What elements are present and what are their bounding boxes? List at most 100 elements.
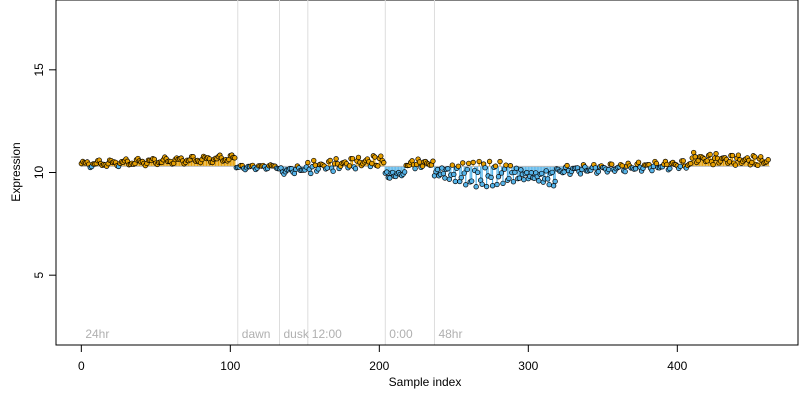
data-point [416, 159, 423, 165]
data-point [518, 167, 524, 173]
data-point [387, 175, 393, 181]
data-point [375, 163, 381, 169]
data-point [688, 160, 694, 167]
data-point [445, 166, 451, 172]
data-point [513, 165, 520, 171]
data-point [609, 161, 615, 167]
y-axis-label: Expression [9, 142, 23, 201]
data-point [507, 163, 514, 169]
data-point [521, 176, 527, 183]
data-point [564, 162, 570, 169]
y-axis: 5 10 15 [32, 63, 57, 279]
data-point [439, 165, 445, 171]
data-point [619, 163, 625, 169]
data-point [707, 151, 713, 158]
data-point [506, 175, 512, 182]
data-point [327, 157, 333, 164]
data-point [479, 181, 485, 187]
x-tick-label: 300 [518, 359, 538, 373]
data-point [632, 166, 639, 172]
data-point [550, 183, 557, 189]
data-point [475, 169, 481, 176]
data-point [384, 169, 390, 175]
data-point [473, 184, 479, 190]
data-point [402, 169, 408, 175]
x-tick-label: 0 [78, 359, 85, 373]
data-point [476, 158, 482, 165]
annotation-label: 0:00 [389, 327, 413, 341]
data-point [458, 174, 464, 181]
data-point [470, 159, 476, 166]
data-point [545, 176, 551, 182]
data-point [483, 183, 490, 190]
data-point [752, 154, 758, 160]
data-point [765, 157, 771, 163]
data-point [500, 180, 506, 187]
data-point [713, 151, 719, 157]
data-point [635, 159, 642, 165]
data-point [466, 160, 472, 167]
y-tick-label: 15 [32, 63, 46, 77]
data-point [489, 183, 496, 189]
data-point [232, 155, 238, 161]
data-point [755, 162, 761, 169]
data-point [378, 153, 384, 159]
data-point [419, 163, 426, 169]
y-tick-label: 10 [32, 166, 46, 180]
data-point [516, 175, 523, 181]
y-tick-label: 5 [32, 272, 46, 279]
data-point [372, 154, 378, 160]
data-point [492, 163, 499, 169]
annotation-label: dusk [283, 327, 309, 341]
data-point [606, 166, 612, 173]
data-point [497, 158, 503, 165]
data-point [577, 171, 584, 177]
data-point [355, 154, 362, 161]
data-point [381, 160, 387, 166]
data-point [305, 159, 311, 166]
data-point [488, 174, 494, 181]
data-point [539, 170, 545, 177]
annotation-label: 48hr [438, 327, 462, 341]
data-point [455, 163, 461, 169]
x-tick-label: 200 [369, 359, 389, 373]
data-point [543, 168, 549, 174]
data-point [482, 165, 488, 171]
data-point [333, 156, 339, 162]
data-point [330, 168, 336, 174]
data-point [311, 157, 317, 164]
data-point [503, 162, 509, 168]
data-point [315, 166, 321, 172]
data-point [324, 165, 330, 171]
data-points [78, 149, 771, 190]
data-point [442, 175, 448, 181]
data-point [449, 162, 455, 168]
annotation-label: 12:00 [312, 327, 342, 341]
data-point [461, 170, 467, 176]
data-point [735, 152, 742, 158]
data-point [464, 166, 470, 173]
data-point [664, 161, 670, 168]
data-point [434, 166, 441, 173]
x-tick-label: 400 [667, 359, 687, 373]
data-point [528, 170, 534, 176]
data-point [451, 171, 457, 178]
data-point [463, 182, 469, 188]
data-point [749, 159, 755, 166]
data-point [349, 155, 356, 162]
plot-area [55, 0, 799, 346]
data-point [549, 169, 555, 175]
x-axis-label: Sample index [389, 375, 462, 389]
data-point [440, 170, 447, 177]
data-point [561, 169, 567, 175]
data-point [536, 178, 542, 184]
data-point [495, 174, 502, 180]
annotation-label: dawn [242, 327, 271, 341]
data-point [346, 163, 353, 169]
data-point [680, 158, 686, 164]
data-point [498, 170, 505, 176]
data-point [369, 160, 375, 167]
data-point [622, 168, 628, 175]
data-point [595, 169, 601, 175]
